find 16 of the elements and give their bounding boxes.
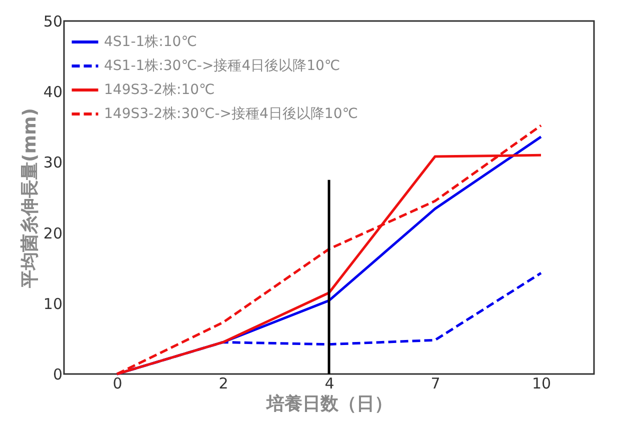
x-axis-title: 培養日数（日）: [266, 394, 392, 414]
legend-label: 4S1-1株:10℃: [104, 34, 197, 50]
legend-label: 149S3-2株:10℃: [104, 82, 215, 98]
y-tick-label: 50: [43, 12, 62, 30]
x-tick-label: 10: [532, 374, 552, 392]
legend-label: 149S3-2株:30℃->接種4日後以降10℃: [104, 106, 358, 122]
legend-label: 4S1-1株:30℃->接種4日後以降10℃: [104, 58, 340, 74]
y-tick-label: 40: [43, 83, 62, 102]
y-tick-label: 30: [43, 154, 62, 172]
y-tick-label: 20: [43, 224, 62, 242]
y-axis-title: 平均菌糸伸長量(mm): [19, 108, 40, 289]
y-tick-label: 10: [43, 294, 62, 313]
x-tick-label: 2: [218, 374, 228, 392]
x-tick-label: 0: [112, 374, 122, 392]
x-tick-label: 4: [324, 374, 334, 392]
x-tick-label: 7: [430, 374, 440, 392]
